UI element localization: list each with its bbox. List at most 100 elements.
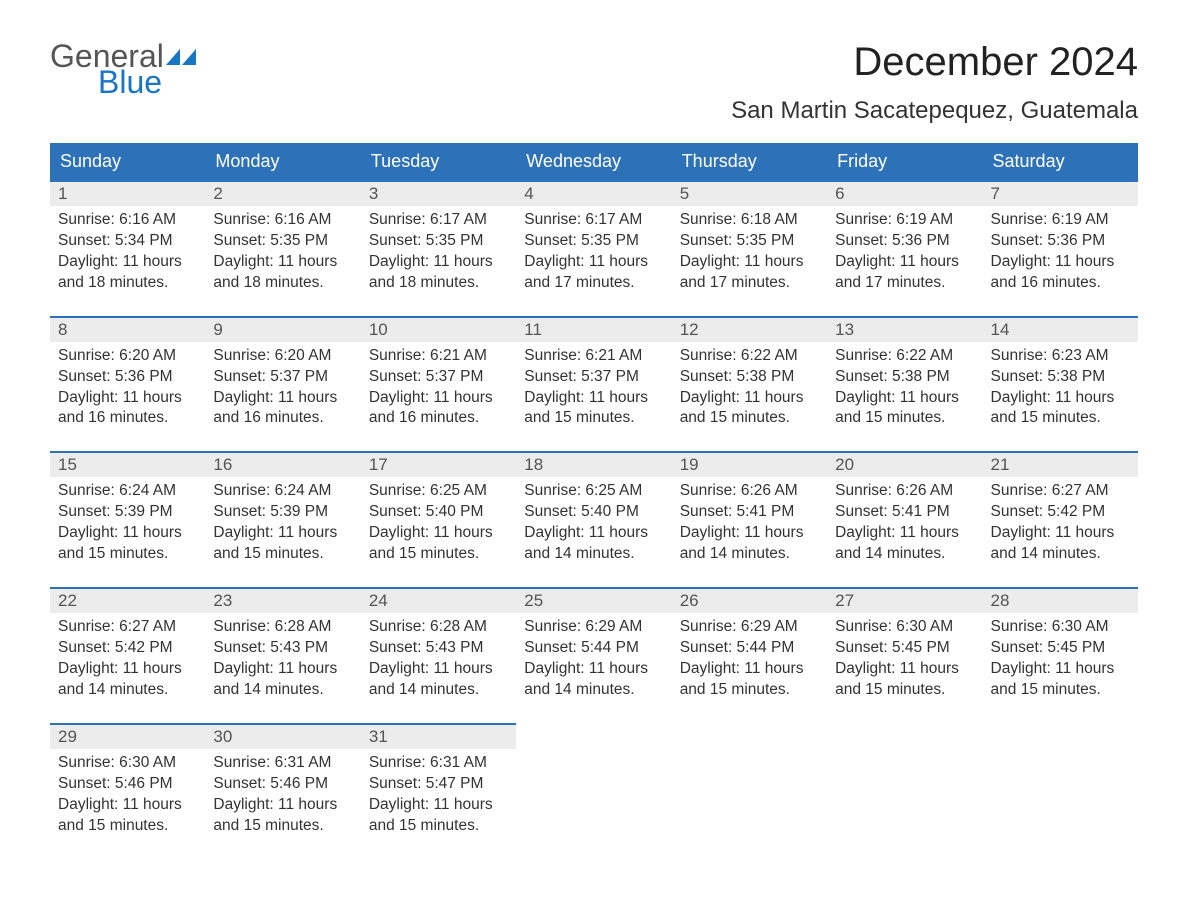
day-number: 1 bbox=[58, 184, 67, 203]
logo-word-2: Blue bbox=[98, 66, 196, 98]
day-details: Sunrise: 6:25 AMSunset: 5:40 PMDaylight:… bbox=[516, 477, 671, 565]
day-number-cell: 2 bbox=[205, 181, 360, 206]
day-details: Sunrise: 6:24 AMSunset: 5:39 PMDaylight:… bbox=[205, 477, 360, 565]
day-content-cell: Sunrise: 6:31 AMSunset: 5:46 PMDaylight:… bbox=[205, 749, 360, 859]
day-number: 14 bbox=[991, 320, 1010, 339]
day-content-cell: Sunrise: 6:25 AMSunset: 5:40 PMDaylight:… bbox=[516, 477, 671, 588]
day-content-cell: Sunrise: 6:21 AMSunset: 5:37 PMDaylight:… bbox=[516, 342, 671, 453]
header: General Blue December 2024 San Martin Sa… bbox=[50, 40, 1138, 133]
day-number-cell: 8 bbox=[50, 317, 205, 342]
day-number: 28 bbox=[991, 591, 1010, 610]
day-content-cell: Sunrise: 6:30 AMSunset: 5:45 PMDaylight:… bbox=[827, 613, 982, 724]
day-number-cell: 11 bbox=[516, 317, 671, 342]
day-content-cell: Sunrise: 6:23 AMSunset: 5:38 PMDaylight:… bbox=[983, 342, 1138, 453]
day-number-row: 1234567 bbox=[50, 181, 1138, 206]
day-details: Sunrise: 6:19 AMSunset: 5:36 PMDaylight:… bbox=[827, 206, 982, 294]
day-number: 11 bbox=[524, 320, 542, 339]
day-number: 3 bbox=[369, 184, 378, 203]
day-number-cell: 13 bbox=[827, 317, 982, 342]
day-number-cell: 29 bbox=[50, 724, 205, 749]
day-number: 17 bbox=[369, 455, 388, 474]
day-number-cell: 15 bbox=[50, 452, 205, 477]
day-content-cell: Sunrise: 6:28 AMSunset: 5:43 PMDaylight:… bbox=[361, 613, 516, 724]
day-content-cell: Sunrise: 6:18 AMSunset: 5:35 PMDaylight:… bbox=[672, 206, 827, 317]
day-number-row: 22232425262728 bbox=[50, 588, 1138, 613]
day-details: Sunrise: 6:30 AMSunset: 5:45 PMDaylight:… bbox=[983, 613, 1138, 701]
day-details: Sunrise: 6:21 AMSunset: 5:37 PMDaylight:… bbox=[516, 342, 671, 430]
day-number-cell: 22 bbox=[50, 588, 205, 613]
day-details: Sunrise: 6:21 AMSunset: 5:37 PMDaylight:… bbox=[361, 342, 516, 430]
day-number-cell: 27 bbox=[827, 588, 982, 613]
day-number: 21 bbox=[991, 455, 1010, 474]
empty-cell bbox=[516, 724, 671, 749]
weekday-header: Tuesday bbox=[361, 143, 516, 181]
day-number-cell: 14 bbox=[983, 317, 1138, 342]
day-number-cell: 10 bbox=[361, 317, 516, 342]
day-number-cell: 20 bbox=[827, 452, 982, 477]
day-details: Sunrise: 6:30 AMSunset: 5:45 PMDaylight:… bbox=[827, 613, 982, 701]
title-block: December 2024 San Martin Sacatepequez, G… bbox=[731, 40, 1138, 133]
day-number: 12 bbox=[680, 320, 699, 339]
day-number-cell: 12 bbox=[672, 317, 827, 342]
day-content-cell: Sunrise: 6:24 AMSunset: 5:39 PMDaylight:… bbox=[205, 477, 360, 588]
day-content-cell: Sunrise: 6:29 AMSunset: 5:44 PMDaylight:… bbox=[672, 613, 827, 724]
empty-cell bbox=[672, 749, 827, 859]
day-content-row: Sunrise: 6:30 AMSunset: 5:46 PMDaylight:… bbox=[50, 749, 1138, 859]
day-number: 24 bbox=[369, 591, 388, 610]
empty-cell bbox=[516, 749, 671, 859]
day-content-cell: Sunrise: 6:26 AMSunset: 5:41 PMDaylight:… bbox=[672, 477, 827, 588]
day-number-cell: 24 bbox=[361, 588, 516, 613]
weekday-header: Thursday bbox=[672, 143, 827, 181]
day-details: Sunrise: 6:16 AMSunset: 5:35 PMDaylight:… bbox=[205, 206, 360, 294]
day-details: Sunrise: 6:27 AMSunset: 5:42 PMDaylight:… bbox=[50, 613, 205, 701]
day-number: 4 bbox=[524, 184, 533, 203]
day-details: Sunrise: 6:31 AMSunset: 5:46 PMDaylight:… bbox=[205, 749, 360, 837]
day-number-row: 293031 bbox=[50, 724, 1138, 749]
day-number-cell: 31 bbox=[361, 724, 516, 749]
day-number: 16 bbox=[213, 455, 232, 474]
day-number: 26 bbox=[680, 591, 699, 610]
day-content-row: Sunrise: 6:24 AMSunset: 5:39 PMDaylight:… bbox=[50, 477, 1138, 588]
day-content-cell: Sunrise: 6:26 AMSunset: 5:41 PMDaylight:… bbox=[827, 477, 982, 588]
day-details: Sunrise: 6:30 AMSunset: 5:46 PMDaylight:… bbox=[50, 749, 205, 837]
day-content-cell: Sunrise: 6:24 AMSunset: 5:39 PMDaylight:… bbox=[50, 477, 205, 588]
day-number-row: 89 10 11 12 13 14 bbox=[50, 317, 1138, 342]
day-details: Sunrise: 6:31 AMSunset: 5:47 PMDaylight:… bbox=[361, 749, 516, 837]
day-number-cell: 9 bbox=[205, 317, 360, 342]
day-content-cell: Sunrise: 6:29 AMSunset: 5:44 PMDaylight:… bbox=[516, 613, 671, 724]
weekday-header-row: SundayMondayTuesdayWednesdayThursdayFrid… bbox=[50, 143, 1138, 181]
day-number-cell: 5 bbox=[672, 181, 827, 206]
day-details: Sunrise: 6:24 AMSunset: 5:39 PMDaylight:… bbox=[50, 477, 205, 565]
day-number: 6 bbox=[835, 184, 844, 203]
day-number: 5 bbox=[680, 184, 689, 203]
day-number-cell: 21 bbox=[983, 452, 1138, 477]
day-number-cell: 17 bbox=[361, 452, 516, 477]
day-content-cell: Sunrise: 6:21 AMSunset: 5:37 PMDaylight:… bbox=[361, 342, 516, 453]
day-details: Sunrise: 6:17 AMSunset: 5:35 PMDaylight:… bbox=[516, 206, 671, 294]
day-details: Sunrise: 6:22 AMSunset: 5:38 PMDaylight:… bbox=[672, 342, 827, 430]
day-number-cell: 18 bbox=[516, 452, 671, 477]
day-details: Sunrise: 6:20 AMSunset: 5:37 PMDaylight:… bbox=[205, 342, 360, 430]
day-content-cell: Sunrise: 6:16 AMSunset: 5:34 PMDaylight:… bbox=[50, 206, 205, 317]
day-content-cell: Sunrise: 6:17 AMSunset: 5:35 PMDaylight:… bbox=[516, 206, 671, 317]
empty-cell bbox=[672, 724, 827, 749]
day-content-cell: Sunrise: 6:19 AMSunset: 5:36 PMDaylight:… bbox=[983, 206, 1138, 317]
day-number-cell: 30 bbox=[205, 724, 360, 749]
day-number: 10 bbox=[369, 320, 388, 339]
day-number-cell: 28 bbox=[983, 588, 1138, 613]
day-content-cell: Sunrise: 6:30 AMSunset: 5:45 PMDaylight:… bbox=[983, 613, 1138, 724]
day-details: Sunrise: 6:27 AMSunset: 5:42 PMDaylight:… bbox=[983, 477, 1138, 565]
weekday-header: Saturday bbox=[983, 143, 1138, 181]
empty-cell bbox=[983, 724, 1138, 749]
empty-cell bbox=[983, 749, 1138, 859]
day-number: 7 bbox=[991, 184, 1000, 203]
day-number-cell: 4 bbox=[516, 181, 671, 206]
logo: General Blue bbox=[50, 40, 196, 98]
weekday-header: Monday bbox=[205, 143, 360, 181]
day-details: Sunrise: 6:26 AMSunset: 5:41 PMDaylight:… bbox=[827, 477, 982, 565]
empty-cell bbox=[827, 724, 982, 749]
weekday-header: Friday bbox=[827, 143, 982, 181]
day-number: 9 bbox=[213, 320, 222, 339]
weekday-header: Sunday bbox=[50, 143, 205, 181]
day-details: Sunrise: 6:25 AMSunset: 5:40 PMDaylight:… bbox=[361, 477, 516, 565]
